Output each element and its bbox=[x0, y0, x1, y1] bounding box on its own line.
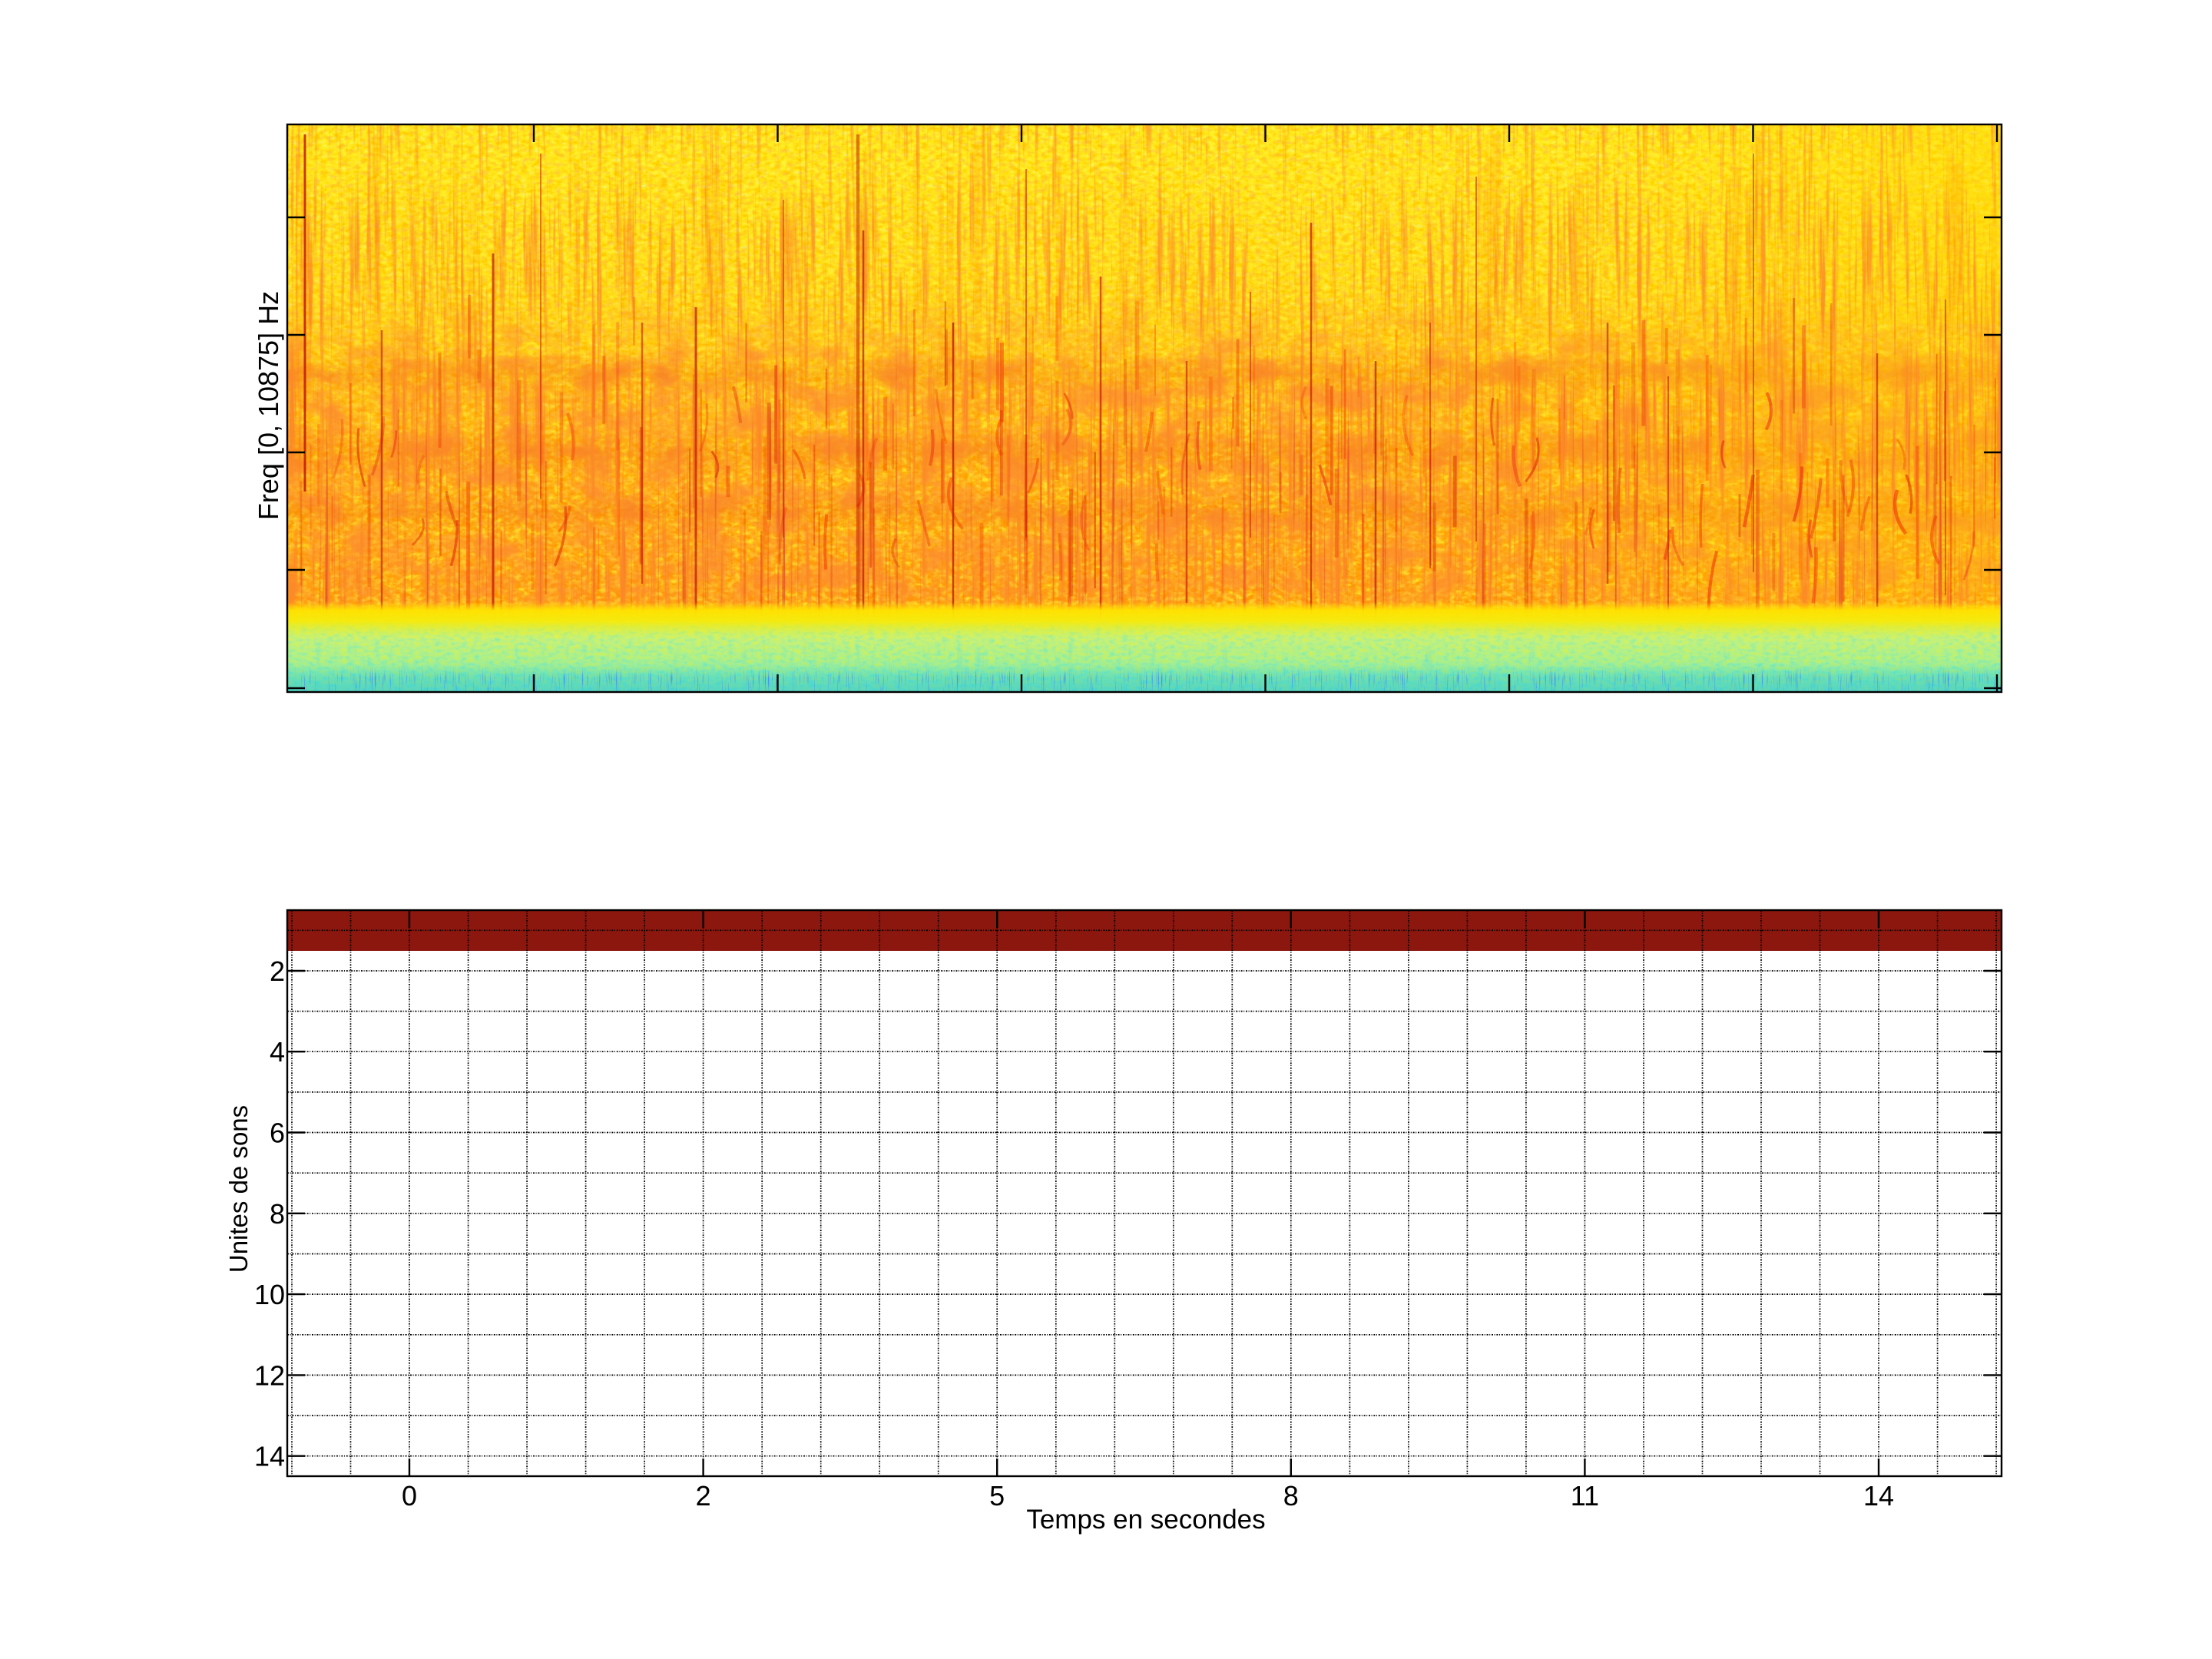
svg-text:0: 0 bbox=[402, 1480, 417, 1512]
svg-text:2: 2 bbox=[696, 1480, 711, 1512]
svg-text:8: 8 bbox=[1283, 1480, 1299, 1512]
svg-text:12: 12 bbox=[254, 1359, 285, 1391]
svg-text:5: 5 bbox=[989, 1480, 1005, 1512]
svg-text:Temps en secondes: Temps en secondes bbox=[1026, 1505, 1265, 1535]
svg-text:8: 8 bbox=[270, 1198, 285, 1230]
svg-text:2: 2 bbox=[270, 955, 285, 987]
svg-text:4: 4 bbox=[270, 1036, 285, 1068]
svg-text:Freq [0, 10875] Hz: Freq [0, 10875] Hz bbox=[253, 291, 284, 520]
svg-text:11: 11 bbox=[1571, 1480, 1599, 1512]
svg-text:10: 10 bbox=[254, 1279, 285, 1310]
svg-text:14: 14 bbox=[254, 1441, 285, 1472]
svg-text:14: 14 bbox=[1863, 1480, 1894, 1512]
svg-text:Unites de sons: Unites de sons bbox=[224, 1105, 253, 1273]
svg-text:6: 6 bbox=[270, 1118, 285, 1149]
